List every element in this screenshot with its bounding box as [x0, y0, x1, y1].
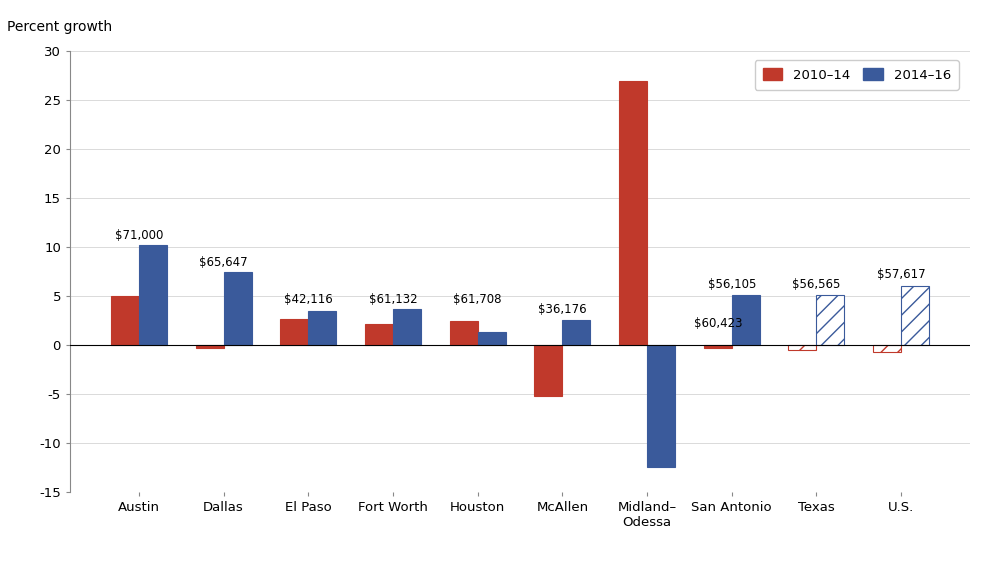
Bar	[365, 324, 393, 345]
Text: $65,647: $65,647	[199, 256, 248, 269]
Bar	[619, 81, 647, 345]
Bar	[732, 295, 760, 345]
Text: $60,423: $60,423	[694, 317, 742, 331]
Bar	[873, 345, 901, 352]
Bar	[308, 311, 336, 345]
Bar	[196, 345, 224, 348]
Text: $42,116: $42,116	[284, 293, 333, 306]
Bar	[562, 320, 590, 345]
Bar	[111, 296, 139, 345]
Bar	[139, 245, 167, 345]
Text: $61,708: $61,708	[453, 293, 502, 306]
Text: $71,000: $71,000	[115, 229, 163, 243]
Text: Percent growth: Percent growth	[7, 20, 112, 34]
Bar	[450, 321, 478, 345]
Text: $56,105: $56,105	[708, 278, 756, 291]
Bar	[647, 345, 675, 467]
Text: $56,565: $56,565	[792, 278, 841, 291]
Text: $61,132: $61,132	[369, 293, 417, 306]
Bar	[901, 287, 929, 345]
Bar	[534, 345, 562, 396]
Bar	[393, 309, 421, 345]
Bar	[280, 319, 308, 345]
Legend: 2010–14, 2014–16: 2010–14, 2014–16	[755, 60, 959, 90]
Text: $36,176: $36,176	[538, 303, 587, 316]
Bar	[224, 272, 252, 345]
Text: $57,617: $57,617	[877, 268, 925, 281]
Bar	[704, 345, 732, 348]
Bar	[478, 332, 506, 345]
Bar	[788, 345, 816, 350]
Bar	[816, 295, 844, 345]
